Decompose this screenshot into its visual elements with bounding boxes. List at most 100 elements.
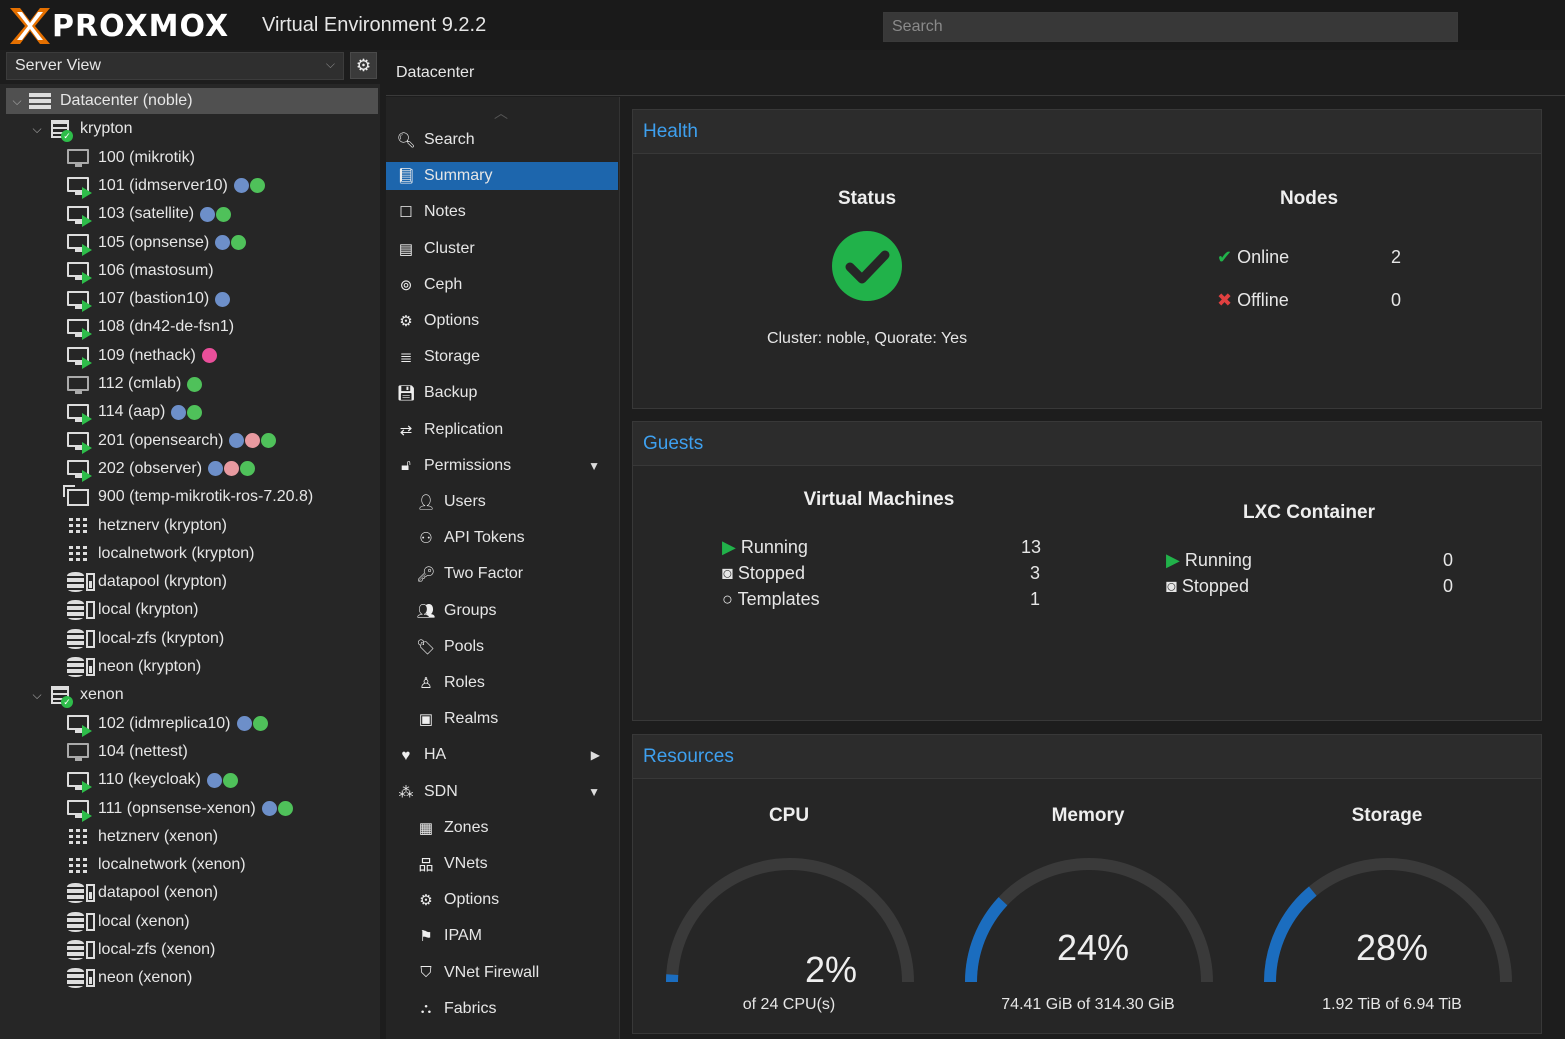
breadcrumb: Datacenter xyxy=(396,64,475,81)
menu-item-fabrics[interactable]: ⛬ Fabrics xyxy=(386,995,618,1023)
caret-right-icon[interactable]: ▶ xyxy=(590,748,600,763)
tree-item-guest[interactable]: hetznerv (krypton) xyxy=(66,513,227,539)
tree-item-guest[interactable]: 100 (mikrotik) xyxy=(66,145,195,171)
menu-item-users[interactable]: 👤︎ Users xyxy=(386,488,618,516)
scroll-up-icon[interactable]: ︿ xyxy=(494,105,508,121)
tree-item-guest[interactable]: 107 (bastion10) xyxy=(66,286,231,313)
tree-item-guest[interactable]: 104 (nettest) xyxy=(66,739,188,765)
caret-down-icon[interactable]: ▼ xyxy=(588,784,600,799)
menu-item-replication[interactable]: ⇄ Replication xyxy=(386,416,618,444)
tree-item-label: 109 (nethack) xyxy=(98,346,196,364)
menu-item-ceph[interactable]: ⊚ Ceph xyxy=(386,271,618,299)
tree-item-guest[interactable]: 110 (keycloak) xyxy=(66,767,238,794)
tree-item-guest[interactable]: local (krypton) xyxy=(66,597,198,623)
content-header: Datacenter xyxy=(386,50,1565,96)
tag-badge xyxy=(245,433,261,449)
tree-settings-button[interactable]: ⚙ xyxy=(350,52,377,79)
tree-item-guest[interactable]: localnetwork (krypton) xyxy=(66,541,255,567)
menu-item-roles[interactable]: ♙ Roles xyxy=(386,669,618,697)
memory-percent: 24% xyxy=(1056,927,1130,968)
menu-item-options[interactable]: ⚙ Options xyxy=(386,886,618,914)
proxmox-x-icon xyxy=(10,8,50,44)
tree-item-node[interactable]: ⌵ ✓ krypton xyxy=(30,116,132,143)
menu-item-vnet-firewall[interactable]: ⛉ VNet Firewall xyxy=(386,959,618,987)
lxc-stopped-row: ◙ Stopped xyxy=(1166,576,1249,597)
tag-badge xyxy=(215,291,231,307)
tag-badge xyxy=(231,235,247,250)
tree-item-guest[interactable]: 102 (idmreplica10) xyxy=(66,711,268,737)
tree-item-guest[interactable]: 111 (opnsense-xenon) xyxy=(66,796,293,822)
menu-item-zones[interactable]: ▦ Zones xyxy=(386,814,618,842)
tree-item-guest[interactable]: neon (krypton) xyxy=(66,654,201,680)
tag-badge xyxy=(216,206,232,222)
menu-item-api-tokens[interactable]: ⚇ API Tokens xyxy=(386,524,618,552)
tree-item-guest[interactable]: 112 (cmlab) xyxy=(66,371,203,397)
tree-item-node[interactable]: ⌵ ✓ xenon xyxy=(30,682,124,709)
cpu-heading: CPU xyxy=(768,805,810,826)
tree-item-guest[interactable]: datapool (krypton) xyxy=(66,569,227,595)
tree-item-guest[interactable]: 900 (temp-mikrotik-ros-7.20.8) xyxy=(63,484,313,510)
tree-item-guest[interactable]: 114 (aap) xyxy=(66,399,203,426)
tree-item-guest[interactable]: local (xenon) xyxy=(66,909,190,935)
search-input[interactable] xyxy=(883,12,1458,42)
tree-item-guest[interactable]: 109 (nethack) xyxy=(66,343,217,369)
tree-item-label: hetznerv (krypton) xyxy=(98,516,227,534)
menu-item-two-factor[interactable]: 🔑︎ Two Factor xyxy=(386,560,618,588)
network-zone-icon xyxy=(66,516,90,536)
tag-badge xyxy=(277,801,293,816)
tree-item-label: datapool (krypton) xyxy=(98,573,227,591)
tree-item-label: local-zfs (xenon) xyxy=(98,941,216,958)
tree-item-guest[interactable]: local-zfs (xenon) xyxy=(66,937,215,963)
menu-item-options[interactable]: ⚙ Options xyxy=(386,307,618,335)
tree-item-guest[interactable]: 105 (opnsense) xyxy=(66,230,247,256)
menu-item-summary[interactable]: 📘︎ Summary xyxy=(386,162,618,191)
menu-item-pools[interactable]: 🏷︎ Pools xyxy=(386,633,618,661)
menu-item-label: Groups xyxy=(444,601,497,619)
tree-item-guest[interactable]: datapool (xenon) xyxy=(66,880,218,906)
tree-item-guest[interactable]: localnetwork (xenon) xyxy=(66,852,246,878)
tree-item-guest[interactable]: 202 (observer) xyxy=(66,456,256,482)
menu-item-groups[interactable]: 👥︎ Groups xyxy=(386,597,618,625)
collapse-icon[interactable]: ⌵ xyxy=(32,121,42,136)
menu-item-label: Users xyxy=(444,493,486,510)
resources-title: Resources xyxy=(633,735,1541,779)
tree-item-datacenter[interactable]: ⌵ Datacenter (noble) xyxy=(6,88,378,114)
collapse-icon[interactable]: ⌵ xyxy=(32,687,42,702)
menu-item-backup[interactable]: 💾︎ Backup xyxy=(386,379,618,407)
menu-item-label: Permissions xyxy=(424,456,512,474)
menu-item-storage[interactable]: ≣ Storage xyxy=(386,343,618,371)
menu-item-ipam[interactable]: ⚑ IPAM xyxy=(386,922,618,950)
tag-badge xyxy=(236,716,252,732)
storage-icon xyxy=(66,628,96,649)
lxc-running-count: 0 xyxy=(1443,550,1454,570)
server-icon: ▤ xyxy=(398,240,414,258)
caret-down-icon[interactable]: ▼ xyxy=(588,458,600,473)
tree-item-guest[interactable]: 108 (dn42-de-fsn1) xyxy=(66,314,234,341)
proxmox-logo[interactable]: PROXMOX xyxy=(8,6,229,46)
tree-item-guest[interactable]: 106 (mastosum) xyxy=(66,258,214,284)
cpu-gauge xyxy=(666,858,914,983)
product-version: Virtual Environment 9.2.2 xyxy=(262,14,487,36)
view-selector[interactable]: Server View ⌵ xyxy=(6,52,344,80)
cpu-percent: 2% xyxy=(804,949,858,990)
collapse-icon[interactable]: ⌵ xyxy=(12,93,22,108)
tree-item-guest[interactable]: 101 (idmserver10) xyxy=(66,173,265,199)
menu-item-vnets[interactable]: 品 VNets xyxy=(386,850,618,878)
tree-item-guest[interactable]: 103 (satellite) xyxy=(66,201,232,228)
tree-item-guest[interactable]: neon (xenon) xyxy=(66,965,192,991)
menu-item-ha[interactable]: ♥ HA ▶ xyxy=(386,741,618,769)
menu-item-realms[interactable]: ▣ Realms xyxy=(386,705,618,733)
menu-item-notes[interactable]: ☐ Notes xyxy=(386,198,618,226)
vm-running-icon xyxy=(66,233,92,256)
vm-stopped-icon xyxy=(66,742,90,762)
tree-item-guest[interactable]: 201 (opensearch) xyxy=(66,428,277,454)
menu-item-sdn[interactable]: ⁂ SDN ▼ xyxy=(386,778,618,806)
tree-item-guest[interactable]: local-zfs (krypton) xyxy=(66,626,224,652)
tree-item-label: 101 (idmserver10) xyxy=(98,176,228,194)
menu-item-search[interactable]: 🔍︎ Search xyxy=(386,126,618,154)
tree-item-guest[interactable]: hetznerv (xenon) xyxy=(66,824,218,850)
tree-item-label: 100 (mikrotik) xyxy=(98,148,195,166)
vm-running-icon xyxy=(66,176,92,199)
menu-item-cluster[interactable]: ▤ Cluster xyxy=(386,235,618,263)
menu-item-permissions[interactable]: 🔓︎ Permissions ▼ xyxy=(386,452,618,480)
